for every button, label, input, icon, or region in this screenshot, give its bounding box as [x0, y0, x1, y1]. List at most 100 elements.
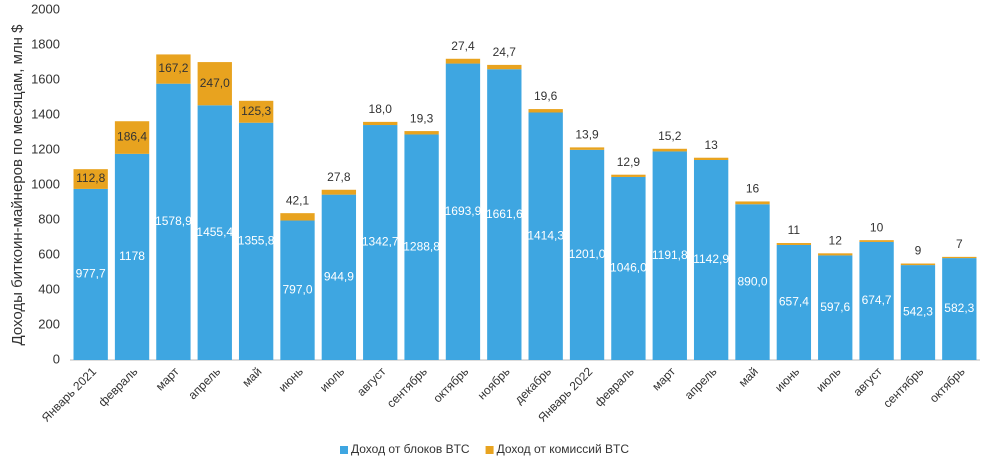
value-label: 186,4 — [117, 130, 147, 144]
value-label: 1191,8 — [652, 248, 688, 262]
bar-segment — [280, 213, 315, 221]
value-label: 1178 — [119, 249, 145, 263]
value-label: 944,9 — [324, 269, 354, 283]
value-label: 27,8 — [327, 170, 351, 184]
bar-segment — [776, 243, 812, 245]
x-tick-label: апрель — [185, 364, 223, 402]
value-label: 1142,9 — [693, 252, 729, 266]
value-label: 27,4 — [451, 39, 475, 53]
x-tick-label: февраль — [95, 364, 140, 409]
value-label: 7 — [956, 237, 963, 251]
y-tick-label: 1400 — [31, 106, 60, 121]
value-label: 582,3 — [944, 301, 974, 315]
y-tick-label: 600 — [38, 246, 60, 261]
x-tick-label: сентябрь — [384, 364, 430, 410]
bar-segment — [73, 169, 108, 189]
bar-segment — [197, 105, 232, 361]
x-tick-label: октябрь — [430, 364, 471, 405]
x-tick-label: июль — [317, 364, 347, 394]
x-tick-label: апрель — [682, 364, 720, 402]
bar-segment — [404, 131, 439, 135]
value-label: 1414,3 — [527, 228, 564, 242]
x-tick-label: Январь 2021 — [39, 364, 99, 424]
bar-segment — [942, 256, 977, 259]
legend-swatch — [340, 446, 348, 454]
x-tick-label: сентябрь — [880, 364, 926, 410]
value-label: 24,7 — [493, 45, 517, 59]
bar-segment — [652, 148, 687, 152]
bar-segment — [238, 100, 274, 123]
value-label: 19,3 — [410, 111, 434, 125]
y-tick-label: 400 — [38, 281, 60, 296]
y-tick-label: 800 — [38, 211, 60, 226]
value-label: 10 — [870, 220, 884, 234]
bar-segment — [156, 83, 191, 360]
value-label: 977,7 — [76, 267, 106, 281]
bar-segment — [693, 159, 729, 360]
bar-segment — [611, 176, 646, 360]
bar-segment — [611, 174, 646, 177]
value-label: 167,2 — [158, 61, 188, 75]
value-label: 11 — [788, 223, 801, 237]
value-label: 1355,8 — [238, 234, 275, 248]
x-tick-label: июнь — [772, 364, 802, 394]
value-label: 125,3 — [241, 104, 271, 118]
value-label: 13 — [704, 138, 718, 152]
value-label: 42,1 — [286, 193, 310, 207]
bar-segment — [363, 121, 398, 126]
x-tick-label: август — [850, 364, 885, 399]
value-label: 890,0 — [737, 274, 767, 288]
x-tick-label: февраль — [592, 364, 637, 409]
value-label: 13,9 — [575, 128, 599, 142]
bar-segment — [197, 62, 232, 106]
y-tick-label: 1000 — [31, 176, 60, 191]
bar-segment — [859, 241, 894, 360]
value-label: 247,0 — [200, 76, 230, 90]
value-label: 1661,6 — [486, 207, 523, 221]
bar-segment — [321, 194, 357, 360]
x-tick-label: март — [649, 364, 678, 393]
value-label: 1201,0 — [569, 247, 606, 261]
bar-segment — [818, 253, 853, 256]
y-tick-label: 200 — [38, 316, 60, 331]
legend-label: Доход от блоков BTC — [351, 442, 470, 456]
bar-segment — [404, 134, 439, 360]
value-label: 657,4 — [779, 295, 809, 309]
x-tick-label: ноябрь — [475, 364, 513, 402]
bar-segment — [156, 54, 191, 84]
bar-segment — [900, 263, 936, 266]
value-label: 797,0 — [282, 282, 312, 296]
x-tick-label: июнь — [276, 364, 306, 394]
bar-segment — [776, 244, 812, 360]
bar-segment — [363, 125, 398, 360]
value-label: 1288,8 — [403, 239, 440, 253]
bar-segment — [818, 255, 853, 360]
value-label: 12 — [829, 233, 843, 247]
bar-segment — [693, 157, 729, 160]
value-label: 9 — [915, 244, 922, 258]
bar-segment — [73, 188, 108, 360]
bar-segment — [735, 204, 770, 360]
value-label: 15,2 — [658, 129, 682, 143]
value-label: 1455,4 — [196, 225, 233, 239]
bar-segment — [528, 109, 563, 113]
bar-segment — [569, 149, 605, 360]
y-tick-label: 1600 — [31, 71, 60, 86]
bar-segment — [900, 265, 936, 360]
bar-segment — [487, 64, 522, 70]
bar-segment — [569, 147, 605, 150]
y-tick-label: 1800 — [31, 36, 60, 51]
value-label: 112,8 — [76, 171, 105, 185]
x-tick-label: май — [736, 364, 761, 389]
bar-segment — [445, 63, 481, 360]
bar-segment — [942, 258, 977, 360]
value-label: 19,6 — [534, 89, 558, 103]
value-label: 1693,9 — [445, 204, 482, 218]
legend-label: Доход от комиссий BTC — [497, 442, 630, 456]
bar-segment — [487, 69, 522, 360]
y-tick-label: 0 — [53, 351, 60, 366]
legend-swatch — [485, 446, 494, 454]
bar-segment — [238, 122, 274, 360]
bar-segment — [114, 121, 150, 154]
